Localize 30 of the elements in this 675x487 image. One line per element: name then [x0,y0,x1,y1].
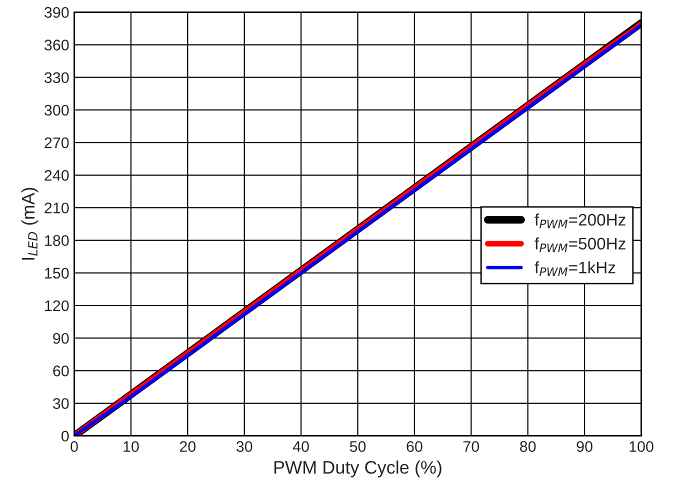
x-tick-label: 50 [350,441,366,452]
x-tick-label: 10 [124,441,139,452]
legend-label: f$_{PWM}$=200Hz [534,213,626,228]
legend-label: f$_{PWM}$=1kHz [534,261,616,276]
y-tick-label: 390 [44,7,69,18]
y-tick-label: 300 [44,104,69,116]
x-tick-label: 20 [180,441,196,452]
y-axis-title: I$_{LED}$ (mA) [21,188,38,260]
y-tick-label: 360 [44,40,69,50]
y-tick-label: 120 [45,300,69,312]
y-tick-label: 60 [53,366,69,376]
x-tick-label: 70 [463,441,480,452]
y-tick-label: 0 [61,430,69,442]
y-tick-label: 180 [45,235,69,246]
y-tick-label: 150 [45,268,69,279]
y-tick-label: 270 [44,137,69,148]
y-tick-label: 330 [44,72,69,84]
x-tick-label: 0 [70,441,78,452]
y-tick-label: 90 [53,332,69,344]
y-tick-label: 240 [44,170,69,181]
x-axis-title: PWM Duty Cycle (%) [274,460,442,478]
x-tick-label: 100 [630,441,654,452]
y-tick-label: 30 [52,398,69,409]
x-tick-label: 60 [406,441,422,452]
legend-label: f$_{PWM}$=500Hz [534,237,626,252]
x-tick-label: 30 [236,441,252,452]
x-tick-label: 90 [576,441,592,452]
x-tick-label: 80 [520,441,536,452]
y-tick-label: 210 [44,202,69,214]
x-tick-label: 40 [292,441,309,452]
